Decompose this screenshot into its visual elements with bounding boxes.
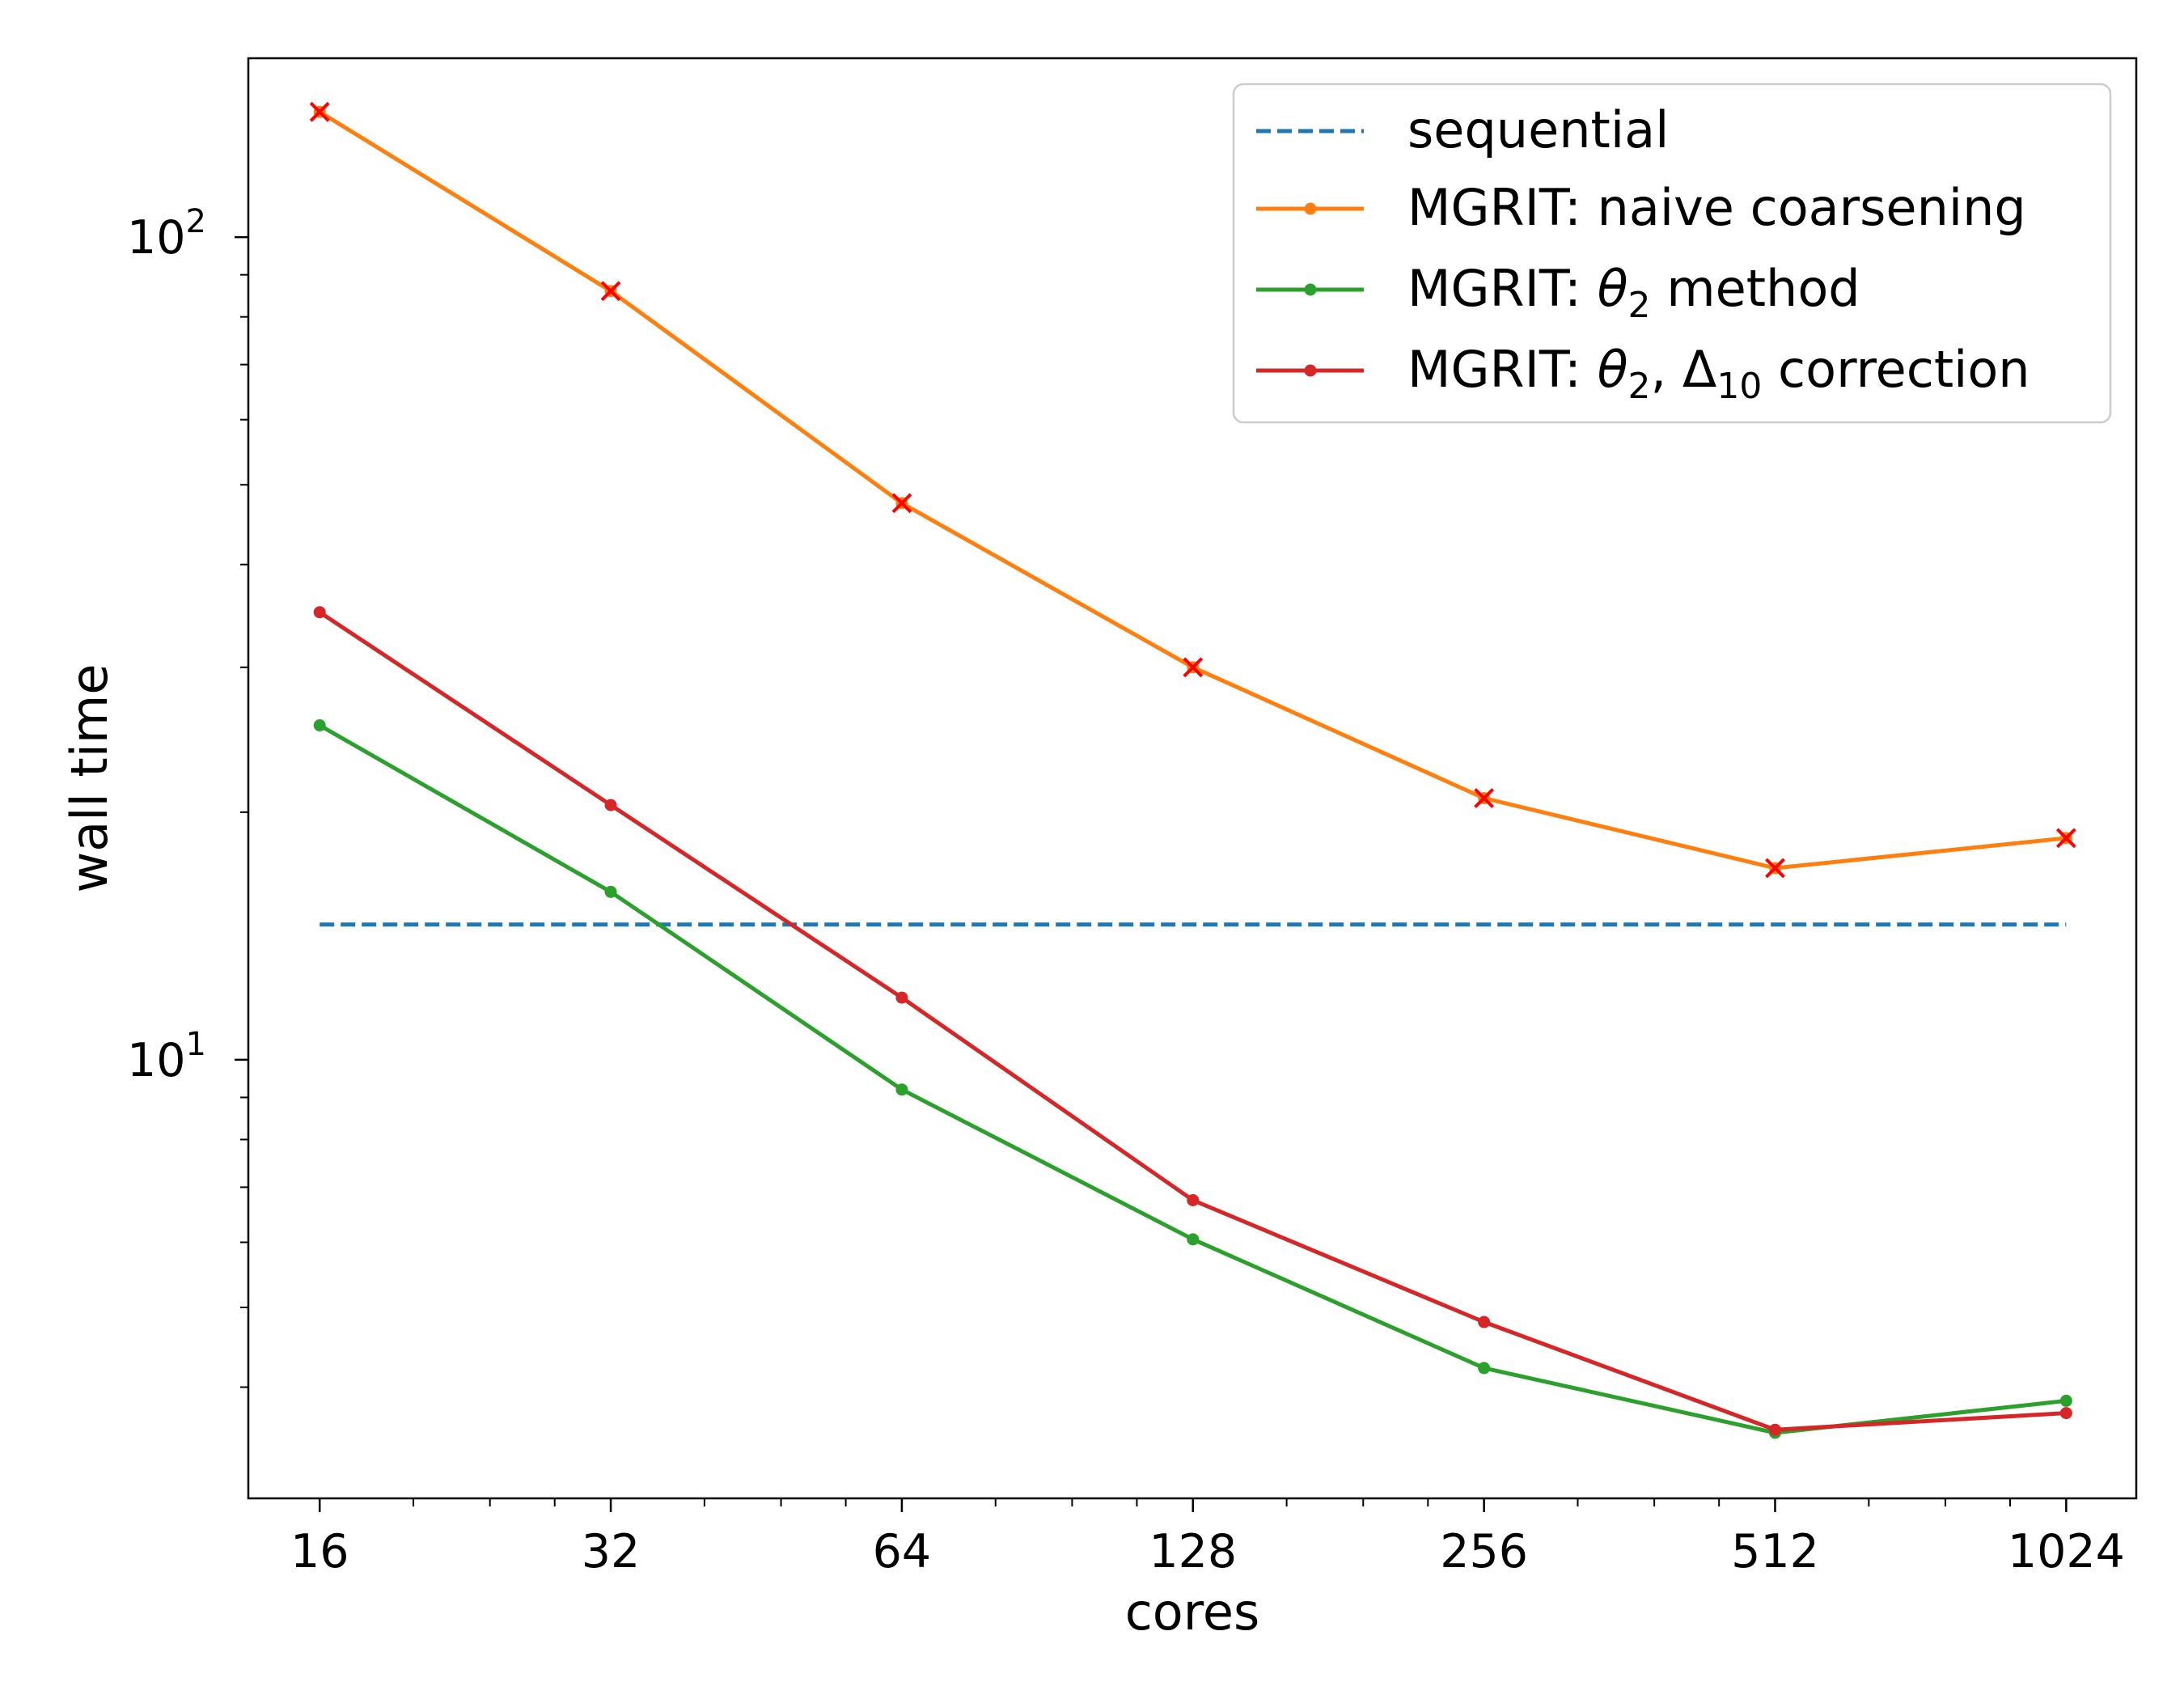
data-point-mgrit-2-10-correction	[895, 991, 908, 1004]
series-line-mgrit-2-10-correction	[318, 610, 2067, 1432]
x-marker-mgrit-naive-coarsening	[1765, 858, 1785, 879]
legend-item-sequential: sequential	[1256, 100, 1669, 159]
legend-item-theta2-delta10-correction: MGRIT: θ2, Δ10 correction	[1256, 340, 2030, 407]
legend-item-theta2-method: MGRIT: θ2 method	[1256, 259, 1860, 326]
legend-label-theta2-method: MGRIT: θ2 method	[1407, 259, 1860, 326]
x-marker-mgrit-naive-coarsening	[600, 281, 621, 302]
x-marker-mgrit-naive-coarsening	[1183, 657, 1204, 678]
legend-box	[1232, 83, 2112, 424]
legend: sequential MGRIT: naive coarsening MGRIT…	[1232, 83, 2112, 424]
data-point-mgrit-2-method	[604, 885, 617, 898]
legend-marker-naive-coarsening	[1304, 202, 1317, 215]
legend-marker-theta2-method	[1304, 283, 1317, 296]
data-point-mgrit-2-10-correction	[604, 799, 617, 811]
series-line-mgrit-2-method	[318, 723, 2067, 1435]
x-tick-label: 64	[873, 1525, 932, 1578]
data-point-mgrit-2-10-correction	[1478, 1316, 1491, 1328]
data-point-mgrit-2-10-correction	[2059, 1407, 2072, 1420]
axes-frame	[247, 57, 2138, 1500]
x-tick-label: 512	[1731, 1525, 1819, 1578]
data-point-mgrit-2-method	[313, 719, 326, 732]
legend-item-naive-coarsening: MGRIT: naive coarsening	[1256, 178, 2026, 237]
legend-label-theta2-delta10-correction: MGRIT: θ2, Δ10 correction	[1407, 340, 2030, 407]
y-axis: 101 102	[127, 203, 248, 1388]
x-tick-label: 32	[582, 1525, 641, 1578]
y-tick-label: 101	[127, 1026, 206, 1087]
x-tick-label: 16	[290, 1525, 349, 1578]
series-layer	[309, 101, 2076, 1439]
x-tick-label: 256	[1440, 1525, 1528, 1578]
data-point-mgrit-2-method	[895, 1083, 908, 1096]
x-marker-mgrit-naive-coarsening	[309, 101, 330, 122]
x-marker-mgrit-naive-coarsening	[1474, 788, 1495, 808]
legend-label-sequential: sequential	[1407, 100, 1669, 159]
legend-label-naive-coarsening: MGRIT: naive coarsening	[1407, 178, 2026, 237]
data-point-mgrit-2-method	[2059, 1394, 2072, 1407]
x-marker-mgrit-naive-coarsening	[891, 493, 912, 514]
legend-marker-theta2-delta10-correction	[1304, 364, 1317, 377]
x-tick-label: 128	[1149, 1525, 1237, 1578]
x-tick-label: 1024	[2008, 1525, 2125, 1578]
x-axis: 16 32 64 128 256 512 1024	[290, 1498, 2125, 1578]
data-point-mgrit-2-method	[1478, 1362, 1491, 1375]
y-axis-label: wall time	[60, 664, 119, 893]
x-axis-label: cores	[1125, 1582, 1260, 1642]
data-point-mgrit-2-10-correction	[1187, 1193, 1200, 1206]
data-point-mgrit-2-10-correction	[313, 606, 326, 619]
data-point-mgrit-2-10-correction	[1768, 1423, 1781, 1436]
data-point-mgrit-2-method	[1187, 1233, 1200, 1246]
y-tick-label: 102	[127, 203, 206, 265]
x-marker-mgrit-naive-coarsening	[2055, 828, 2076, 849]
